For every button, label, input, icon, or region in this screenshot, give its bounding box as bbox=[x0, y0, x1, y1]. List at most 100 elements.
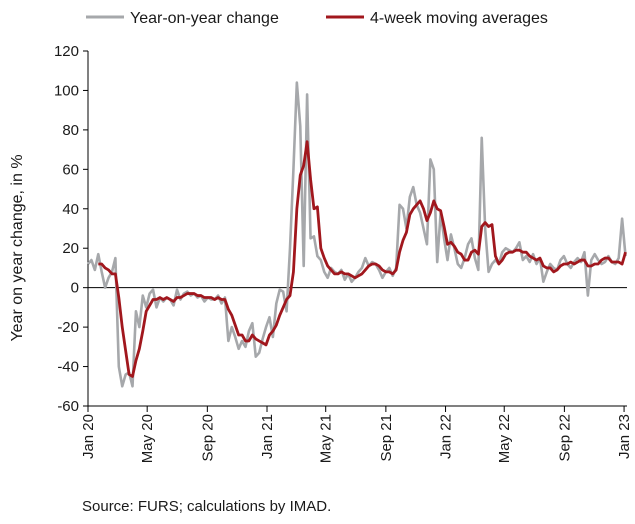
data-point bbox=[172, 304, 175, 307]
data-point bbox=[518, 249, 521, 252]
data-point bbox=[261, 342, 264, 345]
data-point bbox=[289, 294, 292, 297]
data-point bbox=[289, 247, 292, 250]
data-point bbox=[155, 298, 158, 301]
data-point bbox=[227, 308, 230, 311]
data-point bbox=[148, 304, 151, 307]
x-tick-label: May 21 bbox=[318, 414, 335, 463]
data-point bbox=[254, 338, 257, 341]
x-tick-label: May 20 bbox=[139, 414, 156, 463]
data-point bbox=[100, 263, 103, 266]
data-point bbox=[292, 168, 295, 171]
data-point bbox=[405, 231, 408, 234]
data-point bbox=[542, 280, 545, 283]
data-point bbox=[477, 253, 480, 256]
x-tick-label: Jan 21 bbox=[259, 414, 276, 459]
data-point bbox=[525, 251, 528, 254]
data-point bbox=[275, 302, 278, 305]
data-point bbox=[402, 239, 405, 242]
data-point bbox=[131, 385, 134, 388]
data-point bbox=[131, 375, 134, 378]
data-point bbox=[354, 277, 357, 280]
data-point bbox=[436, 207, 439, 210]
data-point bbox=[611, 261, 614, 264]
data-point bbox=[504, 247, 507, 250]
data-point bbox=[604, 261, 607, 264]
data-point bbox=[450, 233, 453, 236]
data-point bbox=[313, 235, 316, 238]
data-point bbox=[350, 280, 353, 283]
data-point bbox=[443, 225, 446, 228]
data-point bbox=[343, 273, 346, 276]
legend-label-moving-average: 4-week moving averages bbox=[370, 10, 548, 27]
data-point bbox=[104, 286, 107, 289]
data-point bbox=[600, 259, 603, 262]
data-point bbox=[203, 296, 206, 299]
data-point bbox=[388, 267, 391, 270]
data-point bbox=[559, 259, 562, 262]
data-point bbox=[470, 237, 473, 240]
series-group bbox=[87, 81, 627, 388]
data-point bbox=[617, 257, 620, 260]
data-point bbox=[200, 294, 203, 297]
data-point bbox=[487, 271, 490, 274]
series-yoy-change bbox=[87, 81, 627, 388]
data-point bbox=[265, 326, 268, 329]
data-point bbox=[364, 257, 367, 260]
data-point bbox=[542, 265, 545, 268]
data-point bbox=[162, 298, 165, 301]
data-point bbox=[402, 207, 405, 210]
data-point bbox=[234, 324, 237, 327]
data-point bbox=[299, 125, 302, 128]
data-point bbox=[258, 351, 261, 354]
data-point bbox=[409, 196, 412, 199]
data-point bbox=[326, 265, 329, 268]
data-point bbox=[515, 249, 518, 252]
data-point bbox=[248, 330, 251, 333]
source-note: Source: FURS; calculations by IMAD. bbox=[82, 498, 332, 515]
data-point bbox=[323, 271, 326, 274]
data-point bbox=[419, 211, 422, 214]
data-point bbox=[409, 213, 412, 216]
data-point bbox=[326, 277, 329, 280]
data-point bbox=[477, 269, 480, 272]
data-point bbox=[152, 288, 155, 291]
data-point bbox=[415, 204, 418, 207]
x-tick-label: Sep 21 bbox=[378, 414, 395, 462]
data-point bbox=[272, 330, 275, 333]
data-point bbox=[569, 261, 572, 264]
data-point bbox=[395, 269, 398, 272]
data-point bbox=[316, 255, 319, 258]
data-point bbox=[456, 251, 459, 254]
data-point bbox=[241, 334, 244, 337]
data-point bbox=[241, 340, 244, 343]
data-point bbox=[128, 373, 131, 376]
data-point bbox=[316, 206, 319, 209]
data-point bbox=[549, 267, 552, 270]
data-point bbox=[450, 241, 453, 244]
y-tick-label: 0 bbox=[71, 280, 79, 297]
data-point bbox=[501, 259, 504, 262]
data-point bbox=[607, 257, 610, 260]
data-point bbox=[583, 251, 586, 254]
series-line-yoy-change bbox=[87, 81, 627, 388]
x-tick-labels: Jan 20 May 20 Sep 20 Jan 21 May 21 Sep 21 Jan … bbox=[80, 414, 633, 463]
data-point bbox=[487, 225, 490, 228]
data-point bbox=[593, 253, 596, 256]
x-tick-label: Jan 22 bbox=[438, 414, 455, 459]
series-line-moving-average bbox=[98, 140, 627, 378]
y-tick-label: 120 bbox=[54, 43, 79, 60]
data-point bbox=[569, 267, 572, 270]
data-point bbox=[258, 340, 261, 343]
data-point bbox=[217, 296, 220, 299]
data-point bbox=[285, 298, 288, 301]
data-point bbox=[378, 265, 381, 268]
data-point bbox=[244, 340, 247, 343]
data-point bbox=[563, 255, 566, 258]
data-point bbox=[474, 257, 477, 260]
data-point bbox=[282, 306, 285, 309]
data-point bbox=[337, 273, 340, 276]
data-point bbox=[460, 253, 463, 256]
data-point bbox=[429, 211, 432, 214]
data-point bbox=[498, 263, 501, 266]
